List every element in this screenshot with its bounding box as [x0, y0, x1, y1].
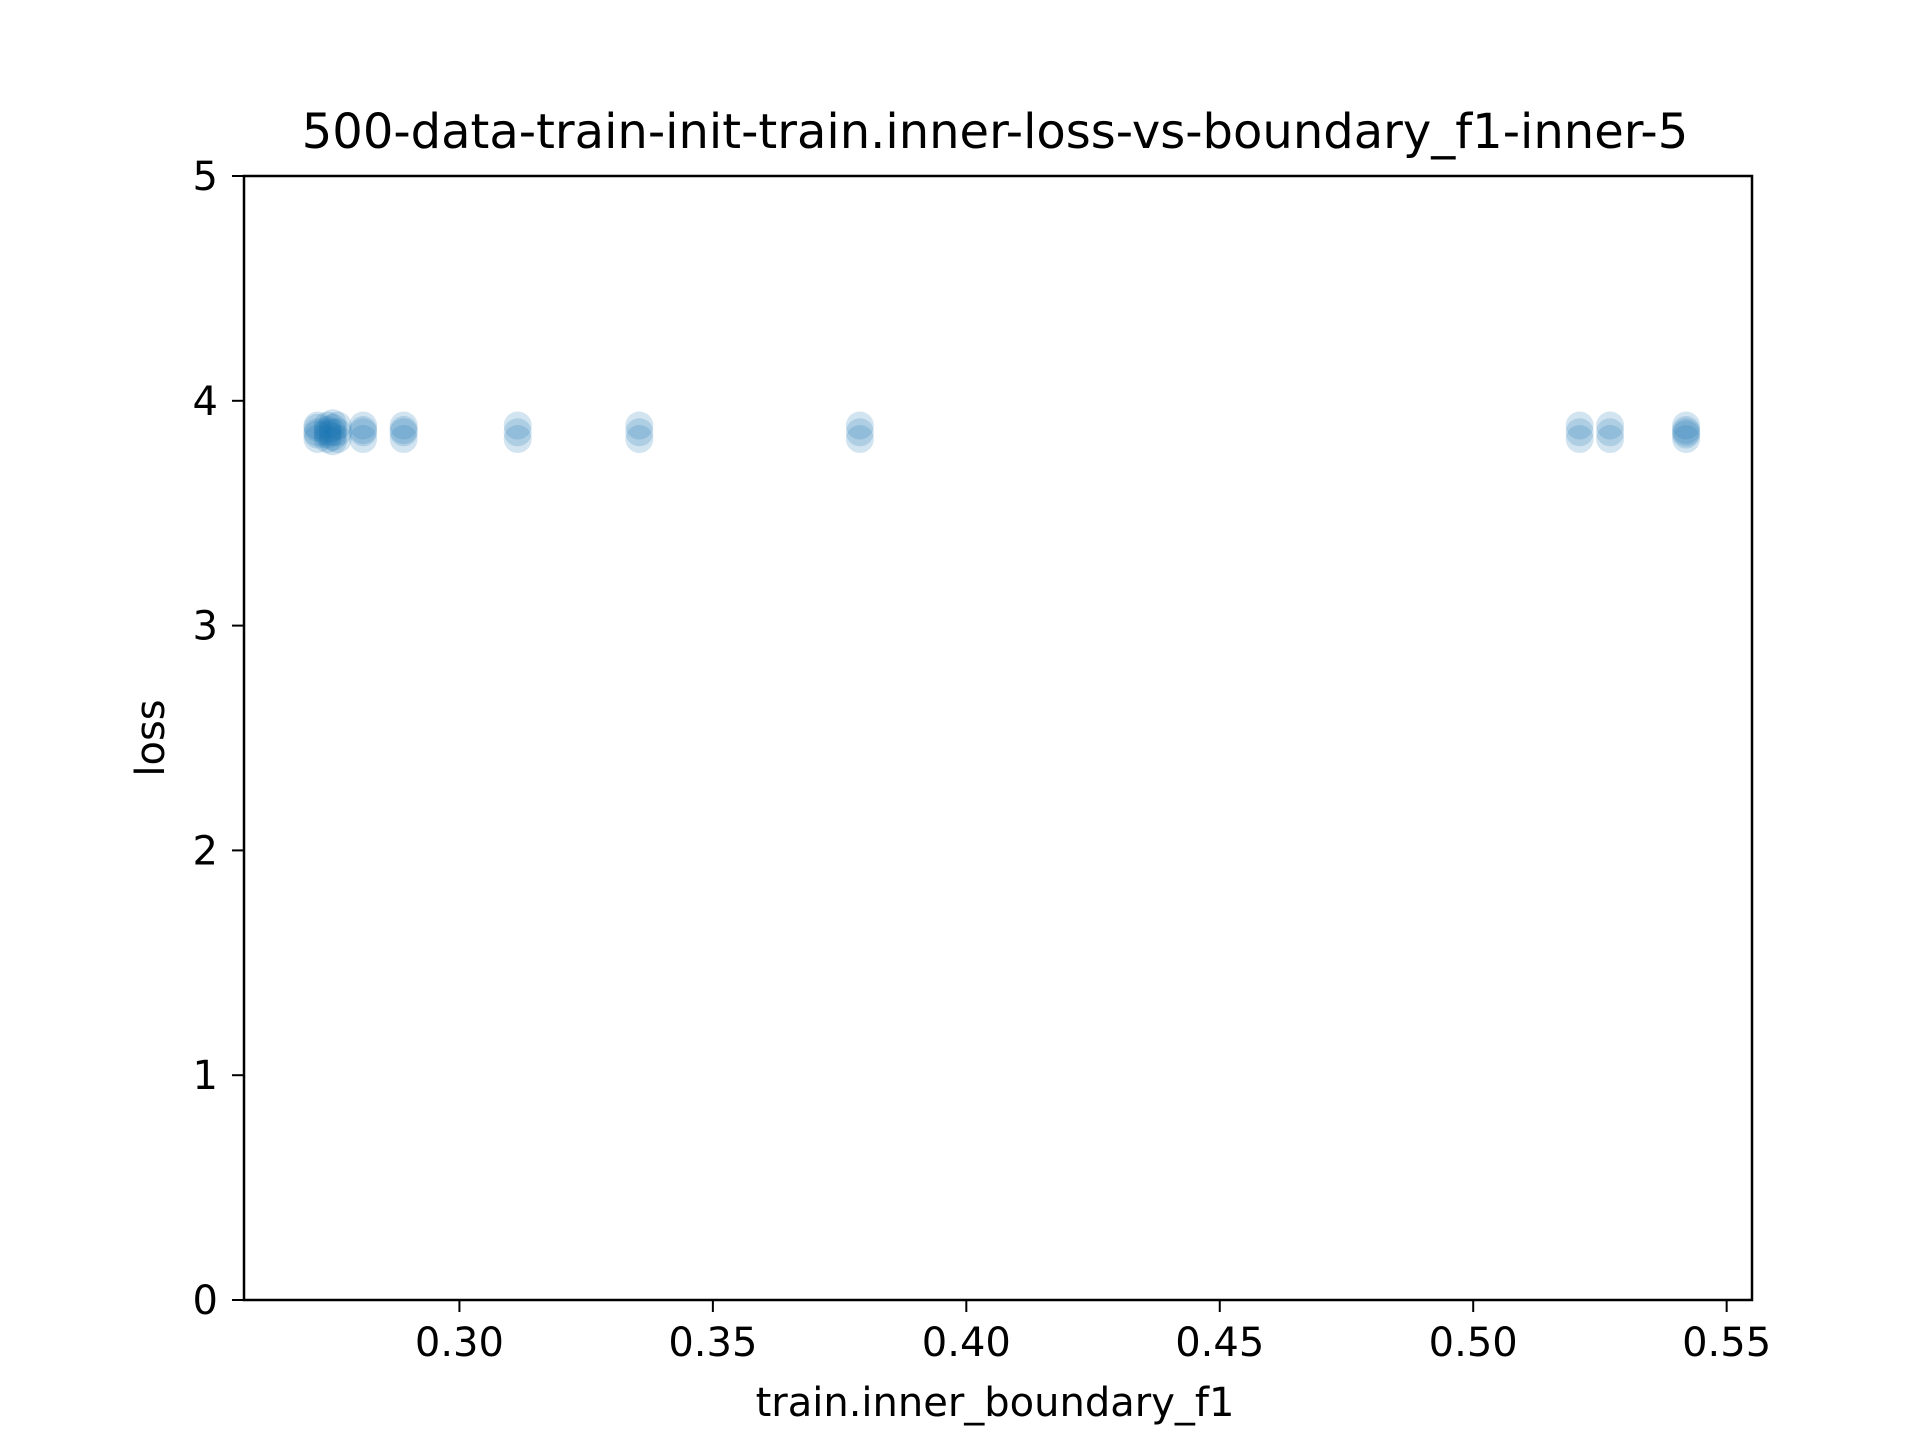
- data-point: [323, 411, 352, 440]
- y-tick-label: 3: [193, 604, 218, 650]
- x-axis: 0.30 0.35 0.40 0.45 0.50 0.55: [415, 1300, 1771, 1366]
- data-point: [1672, 416, 1701, 445]
- y-tick-label: 0: [193, 1278, 218, 1324]
- data-point: [303, 420, 332, 449]
- data-point: [318, 409, 347, 438]
- data-point: [349, 411, 378, 440]
- x-tick-label: 0.35: [668, 1320, 757, 1366]
- points-layer: [303, 409, 1701, 456]
- data-point: [323, 425, 352, 454]
- data-point: [318, 427, 347, 456]
- data-point: [1596, 425, 1625, 454]
- data-point: [313, 418, 342, 447]
- y-axis: 0 1 2 3 4 5: [193, 154, 244, 1324]
- data-point: [313, 425, 342, 454]
- data-point: [303, 413, 332, 442]
- x-tick-label: 0.30: [415, 1320, 504, 1366]
- data-point: [503, 411, 532, 440]
- data-point: [1596, 418, 1625, 447]
- data-point: [389, 418, 418, 447]
- data-point: [1565, 425, 1594, 454]
- data-point: [625, 418, 654, 447]
- data-point: [845, 411, 874, 440]
- y-tick-label: 4: [193, 379, 218, 425]
- data-point: [313, 416, 342, 445]
- x-tick-label: 0.40: [922, 1320, 1011, 1366]
- data-point: [1672, 420, 1701, 449]
- data-point: [1565, 411, 1594, 440]
- y-tick-label: 2: [193, 828, 218, 874]
- data-point: [349, 425, 378, 454]
- x-tick-label: 0.50: [1429, 1320, 1518, 1366]
- data-point: [625, 411, 654, 440]
- data-point: [389, 425, 418, 454]
- data-point: [318, 422, 347, 451]
- data-point: [1672, 425, 1701, 454]
- data-point: [1596, 411, 1625, 440]
- x-tick-label: 0.55: [1682, 1320, 1771, 1366]
- data-point: [303, 425, 332, 454]
- data-point: [503, 418, 532, 447]
- y-tick-label: 5: [193, 154, 218, 200]
- x-tick-label: 0.45: [1175, 1320, 1264, 1366]
- data-point: [313, 411, 342, 440]
- y-tick-label: 1: [193, 1053, 218, 1099]
- x-axis-label: train.inner_boundary_f1: [756, 1380, 1235, 1426]
- data-point: [845, 418, 874, 447]
- data-point: [303, 418, 332, 447]
- data-point: [323, 418, 352, 447]
- plot-frame: [242, 174, 1754, 1302]
- data-point: [625, 425, 654, 454]
- data-point: [845, 425, 874, 454]
- data-point: [349, 418, 378, 447]
- data-point: [389, 411, 418, 440]
- data-point: [503, 425, 532, 454]
- data-point: [318, 418, 347, 447]
- y-axis-label: loss: [128, 699, 174, 776]
- data-point: [1672, 418, 1701, 447]
- data-point: [318, 413, 347, 442]
- data-point: [389, 416, 418, 445]
- data-point: [1672, 411, 1701, 440]
- data-point: [1565, 418, 1594, 447]
- data-point: [303, 411, 332, 440]
- data-point: [313, 420, 342, 449]
- chart-title: 500-data-train-init-train.inner-loss-vs-…: [302, 104, 1689, 160]
- data-point: [349, 416, 378, 445]
